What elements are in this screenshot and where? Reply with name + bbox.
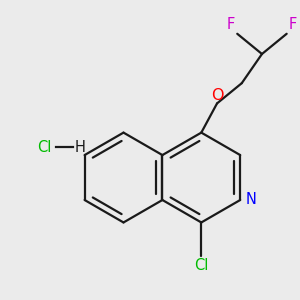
Text: N: N: [245, 193, 256, 208]
Text: Cl: Cl: [194, 259, 208, 274]
Text: O: O: [212, 88, 224, 103]
Text: H: H: [75, 140, 86, 154]
Text: Cl: Cl: [38, 140, 52, 154]
Text: F: F: [289, 17, 297, 32]
Text: F: F: [227, 17, 235, 32]
